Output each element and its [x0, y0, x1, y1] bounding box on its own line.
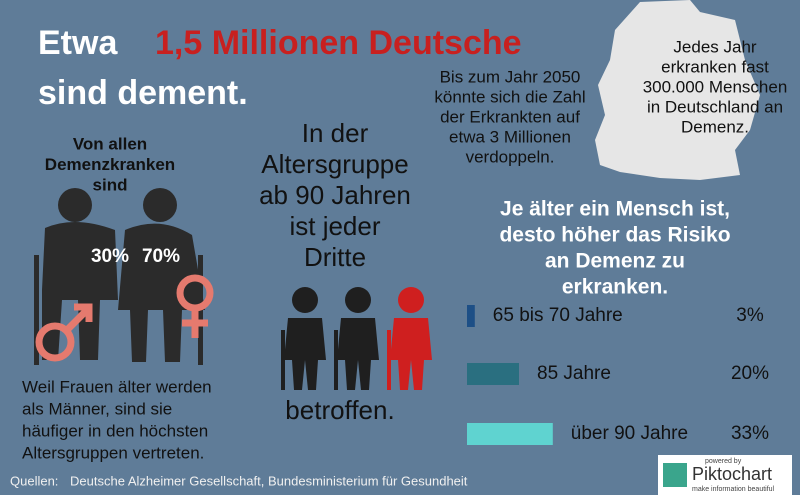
value-label: 33% [731, 423, 769, 444]
headline-lead: Etwa [38, 24, 118, 62]
headline-highlight: 1,5 Millionen Deutsche [155, 24, 522, 62]
gender-note-line: Weil Frauen älter werden [22, 377, 212, 396]
value-label: 20% [731, 363, 769, 384]
men-share: 30% [91, 246, 129, 267]
value-label: 3% [736, 305, 764, 326]
chart-title-line: desto höher das Risiko [499, 224, 730, 247]
age90-line: In der [302, 118, 369, 148]
bar [467, 363, 519, 385]
gender-note-line: als Männer, sind sie [22, 399, 172, 418]
gender-note-line: Altersgruppen vertreten. [22, 443, 204, 462]
bar [467, 423, 553, 445]
yearly-line: erkranken fast [661, 57, 769, 76]
brand-tagline: make information beautiful [692, 486, 775, 493]
projection-line: etwa 3 Millionen [449, 127, 571, 146]
brand-badge: powered by Piktochart make information b… [658, 455, 792, 495]
chart-title-line: Je älter ein Mensch ist, [500, 198, 730, 221]
projection-line: verdoppeln. [466, 147, 555, 166]
gender-title-line: Demenzkranken [45, 155, 175, 174]
gender-note-line: häufiger in den höchsten [22, 421, 208, 440]
brand-name: Piktochart [692, 464, 772, 484]
category-label: über 90 Jahre [571, 423, 688, 444]
yearly-line: in Deutschland an [647, 97, 783, 116]
category-label: 65 bis 70 Jahre [493, 305, 623, 326]
gender-title-line: Von allen [73, 134, 147, 153]
projection-line: der Erkrankten auf [440, 107, 580, 126]
age90-line: ab 90 Jahren [259, 180, 411, 210]
age90-footer: betroffen. [285, 395, 394, 425]
sources-text: Deutsche Alzheimer Gesellschaft, Bundesm… [70, 473, 468, 488]
category-label: 85 Jahre [537, 363, 611, 384]
yearly-line: Jedes Jahr [673, 37, 756, 56]
yearly-line: 300.000 Menschen [643, 77, 788, 96]
bar [467, 305, 475, 327]
gender-symbols [35, 274, 214, 362]
age90-line: Altersgruppe [261, 149, 408, 179]
headline-tail: sind dement. [38, 74, 248, 112]
sources-label: Quellen: [10, 473, 58, 488]
chart-title-line: erkranken. [562, 276, 668, 299]
projection-line: könnte sich die Zahl [434, 87, 585, 106]
age90-line: ist jeder [289, 211, 380, 241]
yearly-line: Demenz. [681, 117, 749, 136]
chart-title-line: an Demenz zu [545, 250, 685, 273]
age90-line: Dritte [304, 242, 366, 272]
gender-title-line: sind [93, 175, 128, 194]
projection-line: Bis zum Jahr 2050 [440, 67, 581, 86]
germany-map [595, 0, 760, 180]
three-seniors [281, 287, 432, 390]
women-share: 70% [142, 246, 180, 267]
brand-top: powered by [705, 458, 742, 465]
